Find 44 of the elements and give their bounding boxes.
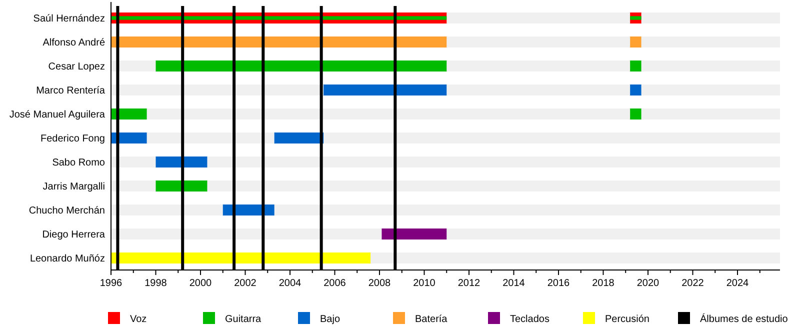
bar [630,108,642,120]
bar [630,84,642,96]
y-tick-label: Federico Fong [40,134,105,144]
y-tick-label: Cesar Lopez [48,62,105,72]
x-tick-label: 2014 [502,278,526,289]
bar [111,108,147,120]
y-tick-label: Chucho Merchán [28,206,105,216]
y-tick-label: Leonardo Muñóz [30,254,105,264]
y-tick-label: José Manuel Aguilera [9,110,106,120]
x-tick-label: 2006 [324,278,346,289]
y-tick-label: Sabo Romo [52,158,106,168]
y-tick-label: Diego Herrera [42,230,106,240]
y-tick-label: Alfonso André [42,38,106,48]
bar [630,60,642,72]
x-tick-label: 2002 [234,278,257,289]
x-tick-label: 2012 [458,278,481,289]
x-tick-label: 2022 [682,278,704,289]
x-tick-label: 2008 [368,278,392,289]
bar [156,180,208,192]
bar [382,228,447,240]
x-tick-label: 2000 [189,278,212,289]
bar [274,132,324,144]
x-tick-label: 2016 [547,278,570,289]
x-tick-label: 2018 [592,278,615,289]
bar [111,132,147,144]
y-tick-label: Saúl Hernández [33,14,105,24]
legend-label: Voz [130,314,147,325]
bar [630,36,642,48]
legend-label: Batería [415,314,448,325]
legend-label: Bajo [320,314,340,325]
legend-label: Percusión [605,314,650,325]
x-tick-label: 2020 [636,278,660,289]
x-tick-label: 1998 [144,278,168,289]
x-tick-label: 2010 [413,278,436,289]
bar [156,156,208,168]
x-tick-label: 2024 [726,278,750,289]
x-tick-label: 2004 [278,278,302,289]
bar [324,84,447,96]
legend-label: Teclados [510,314,550,325]
legend-label: Guitarra [225,314,262,325]
y-tick-label: Marco Rentería [36,86,106,96]
legend-label: Álbumes de estudio [700,313,788,325]
y-tick-label: Jarris Margalli [42,182,105,192]
x-tick-label: 1996 [100,278,123,289]
